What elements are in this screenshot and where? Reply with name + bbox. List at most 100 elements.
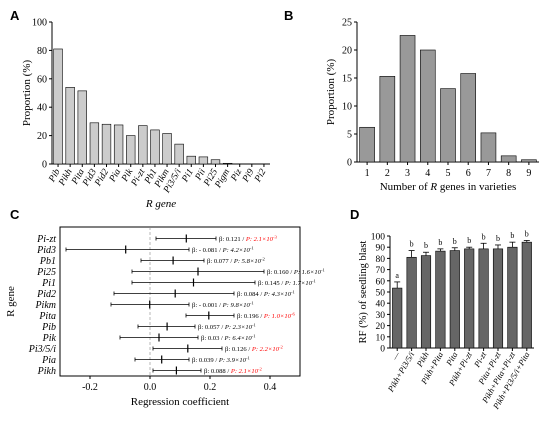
- a-bar: [186, 155, 196, 165]
- d-x-tick-label: —: [389, 350, 402, 363]
- c-x-tick-label: -0.2: [82, 382, 98, 393]
- b-bar: [359, 126, 375, 163]
- b-x-tick-label: 1: [365, 168, 370, 179]
- d-bar: [507, 246, 518, 349]
- b-x-tick-label: 5: [446, 168, 451, 179]
- b-bar: [440, 88, 456, 163]
- b-bar: [399, 35, 416, 163]
- a-bar: [126, 135, 136, 165]
- d-y-tick-label: 70: [376, 266, 386, 276]
- a-bar: [101, 123, 112, 165]
- b-x-tick-label: 3: [405, 168, 410, 179]
- panel-c: -0.2 0.0 0.2 0.4 Pi-zt β: 0.121 / P: 2.1×10-3…: [5, 226, 326, 408]
- panel-b: 0 5 10 15 20 25 1 2 3 4 5 6 7 8 9 Proportion (%) Number …: [325, 18, 539, 193]
- c-stat-label: β: 0.057 / P: 2.3×10-1: [198, 323, 257, 332]
- d-y-tick-label: 40: [376, 300, 386, 310]
- panel-a: 020406080100PibPikhPitaPid3Pid2PiaPikPi-…: [21, 18, 270, 210]
- d-y-tick-label: 20: [376, 322, 386, 332]
- c-stat-label: β: 0.03 / P: 6.4×10-1: [201, 334, 256, 343]
- c-stat-label: β: 0.160 / P: 1.6×10-1: [267, 268, 326, 277]
- c-stat-label: β: 0.145 / P: 1.7×10-1: [258, 279, 317, 288]
- b-y-tick-label: 20: [342, 46, 352, 57]
- a-y-tick-label: 60: [37, 74, 47, 85]
- c-gene-label: Pikh: [37, 366, 56, 377]
- a-bar: [162, 133, 172, 165]
- panel-d: 0102030405060708090100a—bPikh+Pi3/5/ibPi…: [358, 229, 534, 412]
- c-gene-label: Pi3/5/i: [28, 344, 56, 355]
- a-bar: [138, 125, 148, 165]
- c-gene-label: Pi1: [41, 278, 56, 289]
- b-bar: [480, 132, 497, 163]
- c-stat-label: β: 0.126 / P: 2.2×10-2: [225, 345, 284, 354]
- c-plot-frame: [59, 226, 301, 377]
- d-letter-label: b: [467, 236, 471, 245]
- a-y-tick-label: 20: [37, 131, 47, 142]
- c-x-tick-label: 0.0: [144, 382, 157, 393]
- a-bar: [198, 156, 209, 165]
- d-y-tick-label: 100: [371, 233, 386, 243]
- panel-label-c: C: [10, 207, 20, 222]
- d-y-tick-label: 0: [380, 345, 385, 355]
- b-y-tick-label: 5: [347, 130, 352, 141]
- d-letter-label: b: [510, 231, 514, 240]
- b-bar: [419, 49, 436, 163]
- b-x-tick-label: 4: [425, 168, 430, 179]
- b-x-tick-label: 8: [506, 168, 511, 179]
- d-letter-label: a: [395, 271, 399, 280]
- a-bar: [210, 159, 221, 165]
- b-x-axis-title: Number of R genes in varieties: [380, 181, 517, 193]
- a-y-tick-label: 100: [32, 18, 47, 29]
- c-stat-label: β: - 0.001 / P: 9.8×10-1: [192, 301, 254, 310]
- c-gene-label: Pi-zt: [36, 234, 56, 245]
- c-gene-label: Pi25: [36, 267, 56, 278]
- a-bar: [174, 143, 184, 165]
- b-bar: [521, 159, 537, 163]
- d-y-tick-label: 30: [376, 311, 386, 321]
- d-y-tick-label: 10: [376, 333, 386, 343]
- d-y-tick-label: 60: [376, 277, 386, 287]
- b-x-tick-label: 7: [486, 168, 491, 179]
- c-gene-label: Pib: [41, 322, 56, 333]
- c-gene-label: Pb1: [39, 256, 56, 267]
- a-y-tick-label: 0: [42, 160, 47, 171]
- b-bar: [460, 73, 477, 163]
- d-bar: [492, 248, 504, 349]
- panel-label-a: A: [10, 8, 20, 23]
- c-gene-label: Pik: [42, 333, 57, 344]
- a-bar: [65, 87, 75, 165]
- c-y-axis-title: R gene: [5, 286, 17, 317]
- b-y-axis-title: Proportion (%): [325, 59, 337, 126]
- c-x-axis-title: Regression coefficient: [131, 396, 229, 408]
- a-y-tick-label: 80: [37, 46, 47, 57]
- a-bar: [53, 48, 63, 165]
- c-gene-label: Pita: [38, 311, 56, 322]
- d-y-tick-label: 80: [376, 255, 386, 265]
- b-x-tick-label: 9: [526, 168, 531, 179]
- d-letter-label: b: [496, 234, 500, 243]
- a-bar: [150, 129, 160, 165]
- a-bar: [222, 162, 233, 165]
- b-x-tick-label: 2: [385, 168, 390, 179]
- a-bar: [89, 122, 100, 165]
- d-bar: [420, 255, 432, 349]
- c-stat-label: β: 0.121 / P: 2.1×10-3: [219, 235, 278, 244]
- d-letter-label: b: [424, 241, 428, 250]
- c-stat-label: β: 0.077 / P: 5.8×10-2: [207, 257, 266, 266]
- b-x-tick-label: 6: [466, 168, 471, 179]
- c-stat-label: β: 0.196 / P: 1.0×10-6: [237, 312, 296, 321]
- b-y-tick-label: 10: [342, 102, 352, 113]
- b-bar: [500, 155, 517, 163]
- b-y-tick-label: 25: [342, 18, 352, 29]
- d-letter-label: b: [525, 229, 529, 238]
- d-bar: [406, 256, 417, 349]
- d-letter-label: b: [453, 237, 457, 246]
- d-y-axis-title: RF (%) of seedling blast: [358, 241, 369, 344]
- d-y-tick-label: 50: [376, 289, 386, 299]
- d-bar: [392, 287, 403, 349]
- a-bar: [113, 124, 124, 165]
- c-x-tick-label: 0.2: [204, 382, 217, 393]
- c-gene-label: Pid3: [36, 245, 56, 256]
- d-bar: [435, 250, 446, 349]
- c-stat-label: β: 0.039 / P: 3.9×10-1: [192, 356, 251, 365]
